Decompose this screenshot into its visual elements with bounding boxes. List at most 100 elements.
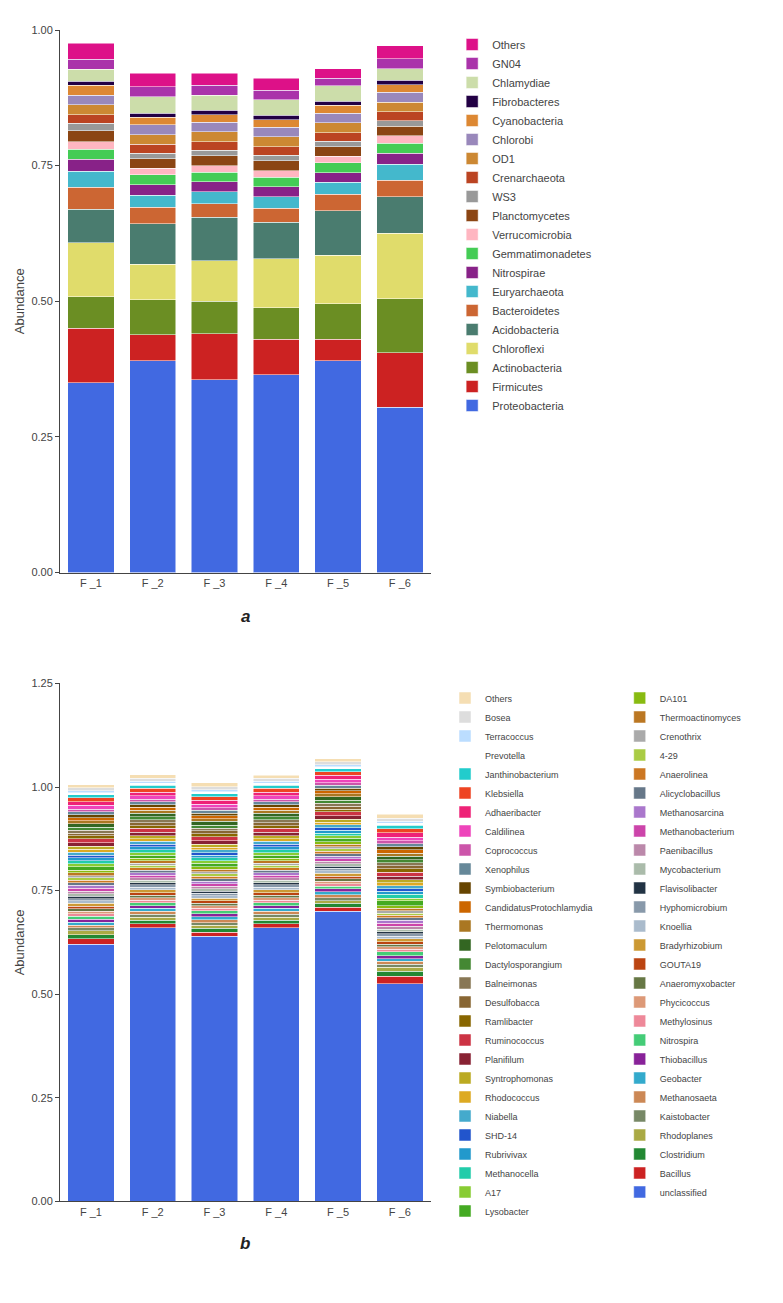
svg-text:Abundance: Abundance: [12, 910, 27, 976]
svg-text:Mycobacterium: Mycobacterium: [660, 865, 721, 875]
svg-text:Actinobacteria: Actinobacteria: [492, 362, 563, 374]
svg-text:Kaistobacter: Kaistobacter: [660, 1112, 710, 1122]
svg-text:Symbiobacterium: Symbiobacterium: [485, 884, 555, 894]
svg-text:F _1: F _1: [80, 1206, 102, 1218]
svg-text:Fibrobacteres: Fibrobacteres: [492, 96, 560, 108]
svg-text:Desulfobacca: Desulfobacca: [485, 998, 540, 1008]
svg-text:GN04: GN04: [492, 58, 521, 70]
svg-text:Methanosaeta: Methanosaeta: [660, 1093, 717, 1103]
svg-text:b: b: [240, 1234, 250, 1253]
svg-text:Bosea: Bosea: [485, 713, 511, 723]
svg-text:Nitrospirae: Nitrospirae: [492, 267, 545, 279]
svg-text:0.50: 0.50: [31, 295, 52, 307]
svg-text:0.25: 0.25: [31, 431, 52, 443]
svg-text:Klebsiella: Klebsiella: [485, 789, 524, 799]
svg-text:Acidobacteria: Acidobacteria: [492, 324, 560, 336]
svg-text:SHD-14: SHD-14: [485, 1131, 517, 1141]
svg-text:Planctomycetes: Planctomycetes: [492, 210, 570, 222]
svg-text:Crenothrix: Crenothrix: [660, 732, 702, 742]
svg-text:Janthinobacterium: Janthinobacterium: [485, 770, 559, 780]
svg-text:Lysobacter: Lysobacter: [485, 1207, 529, 1217]
svg-text:Paenibacillus: Paenibacillus: [660, 846, 714, 856]
svg-text:0.50: 0.50: [31, 988, 52, 1000]
svg-text:Pelotomaculum: Pelotomaculum: [485, 941, 547, 951]
svg-text:Caldilinea: Caldilinea: [485, 827, 525, 837]
svg-text:Others: Others: [485, 694, 513, 704]
svg-text:Thermomonas: Thermomonas: [485, 922, 544, 932]
svg-text:Clostridium: Clostridium: [660, 1150, 705, 1160]
svg-text:F _6: F _6: [389, 1206, 411, 1218]
svg-text:0.75: 0.75: [31, 159, 52, 171]
svg-text:Crenarchaeota: Crenarchaeota: [492, 172, 566, 184]
svg-text:4-29: 4-29: [660, 751, 678, 761]
svg-text:Prevotella: Prevotella: [485, 751, 525, 761]
svg-text:GOUTA19: GOUTA19: [660, 960, 701, 970]
svg-text:Methanocella: Methanocella: [485, 1169, 539, 1179]
svg-text:Bradyrhizobium: Bradyrhizobium: [660, 941, 723, 951]
svg-text:Adhaeribacter: Adhaeribacter: [485, 808, 541, 818]
svg-text:Firmicutes: Firmicutes: [492, 381, 543, 393]
svg-text:Coprococcus: Coprococcus: [485, 846, 538, 856]
svg-text:1.00: 1.00: [31, 24, 52, 36]
svg-text:Chlamydiae: Chlamydiae: [492, 77, 550, 89]
svg-text:DA101: DA101: [660, 694, 688, 704]
svg-text:Anaeromyxobacter: Anaeromyxobacter: [660, 979, 736, 989]
svg-text:OD1: OD1: [492, 153, 515, 165]
svg-text:F _1: F _1: [80, 577, 102, 589]
svg-text:Rhodococcus: Rhodococcus: [485, 1093, 540, 1103]
svg-text:Ruminococcus: Ruminococcus: [485, 1036, 545, 1046]
svg-text:Verrucomicrobia: Verrucomicrobia: [492, 229, 572, 241]
svg-text:Balneimonas: Balneimonas: [485, 979, 538, 989]
svg-text:Geobacter: Geobacter: [660, 1074, 702, 1084]
svg-text:F _4: F _4: [265, 577, 287, 589]
svg-text:Euryarchaeota: Euryarchaeota: [492, 286, 564, 298]
svg-text:Bacteroidetes: Bacteroidetes: [492, 305, 560, 317]
svg-text:0.75: 0.75: [31, 884, 52, 896]
svg-text:Terracoccus: Terracoccus: [485, 732, 534, 742]
svg-text:Chlorobi: Chlorobi: [492, 134, 533, 146]
svg-text:A17: A17: [485, 1188, 501, 1198]
svg-text:Anaerolinea: Anaerolinea: [660, 770, 708, 780]
svg-text:Syntrophomonas: Syntrophomonas: [485, 1074, 554, 1084]
svg-text:Proteobacteria: Proteobacteria: [492, 400, 564, 412]
svg-text:Others: Others: [492, 39, 526, 51]
svg-text:Hyphomicrobium: Hyphomicrobium: [660, 903, 728, 913]
svg-text:Alicyclobacillus: Alicyclobacillus: [660, 789, 721, 799]
svg-text:CandidatusProtochlamydia: CandidatusProtochlamydia: [485, 903, 593, 913]
svg-text:F _3: F _3: [203, 577, 225, 589]
svg-text:F _4: F _4: [265, 1206, 287, 1218]
svg-text:1.00: 1.00: [31, 781, 52, 793]
svg-text:Thiobacillus: Thiobacillus: [660, 1055, 708, 1065]
svg-text:unclassified: unclassified: [660, 1188, 707, 1198]
svg-text:0.00: 0.00: [31, 566, 52, 578]
svg-text:F _2: F _2: [142, 1206, 164, 1218]
svg-text:1.25: 1.25: [31, 677, 52, 689]
svg-text:Xenophilus: Xenophilus: [485, 865, 530, 875]
svg-text:Flavisolibacter: Flavisolibacter: [660, 884, 718, 894]
svg-text:Methanobacterium: Methanobacterium: [660, 827, 735, 837]
svg-text:0.00: 0.00: [31, 1195, 52, 1207]
svg-text:F _3: F _3: [203, 1206, 225, 1218]
svg-text:Phycicoccus: Phycicoccus: [660, 998, 711, 1008]
svg-text:F _5: F _5: [327, 577, 349, 589]
svg-text:Planifilum: Planifilum: [485, 1055, 524, 1065]
svg-text:Dactylosporangium: Dactylosporangium: [485, 960, 562, 970]
svg-text:Niabella: Niabella: [485, 1112, 518, 1122]
svg-text:Nitrospira: Nitrospira: [660, 1036, 699, 1046]
svg-text:F _5: F _5: [327, 1206, 349, 1218]
svg-text:WS3: WS3: [492, 191, 516, 203]
svg-text:Abundance: Abundance: [12, 268, 27, 334]
svg-text:Rubrivivax: Rubrivivax: [485, 1150, 528, 1160]
svg-text:Bacillus: Bacillus: [660, 1169, 692, 1179]
svg-text:a: a: [241, 607, 250, 626]
svg-text:Ramlibacter: Ramlibacter: [485, 1017, 533, 1027]
svg-text:Rhodoplanes: Rhodoplanes: [660, 1131, 714, 1141]
svg-text:Chloroflexi: Chloroflexi: [492, 343, 544, 355]
svg-text:Methanosarcina: Methanosarcina: [660, 808, 724, 818]
svg-text:F _6: F _6: [389, 577, 411, 589]
svg-text:Methylosinus: Methylosinus: [660, 1017, 713, 1027]
svg-text:Cyanobacteria: Cyanobacteria: [492, 115, 564, 127]
svg-text:Knoellia: Knoellia: [660, 922, 692, 932]
svg-text:F _2: F _2: [142, 577, 164, 589]
svg-text:Gemmatimonadetes: Gemmatimonadetes: [492, 248, 592, 260]
